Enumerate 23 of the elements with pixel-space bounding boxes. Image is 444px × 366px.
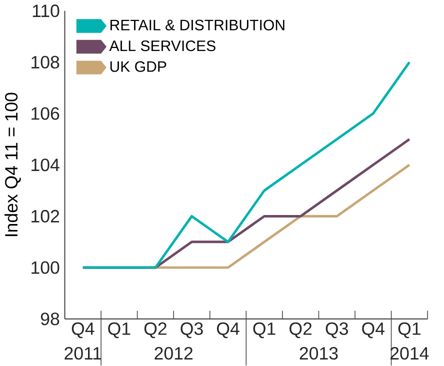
x-tick-label: Q3: [326, 322, 348, 338]
x-tick-label: Q4: [362, 322, 385, 338]
y-tick-label: 110: [32, 4, 60, 18]
y-tick-label: 104: [32, 158, 60, 172]
y-tick-label: 98: [40, 312, 60, 326]
x-tick-label: Q1: [108, 322, 130, 338]
text: 2013: [300, 347, 338, 360]
legend-label: ALL SERVICES: [109, 40, 216, 52]
y-tick-label: 108: [32, 56, 60, 69]
y-tick-label: 100: [32, 261, 60, 274]
legend-label: RETAIL & DISTRIBUTION: [110, 20, 284, 30]
y-tick-label: 102: [32, 210, 60, 223]
x-tick-label: Q2: [290, 322, 312, 338]
y-tick-label: 106: [32, 107, 60, 120]
x-tick-label: Q3: [180, 322, 203, 338]
legend-label: UK GDP: [110, 61, 166, 72]
x-tick-label: Q4: [216, 322, 240, 338]
x-tick-label: Q1: [253, 322, 276, 338]
x-tick-label: Q2: [144, 322, 166, 338]
x-tick-label: Q4: [72, 322, 94, 338]
y-axis-title: Index Q4 11 = 100: [4, 92, 21, 236]
text: 2012: [154, 347, 192, 360]
x-tick-label: Q1: [398, 322, 420, 338]
